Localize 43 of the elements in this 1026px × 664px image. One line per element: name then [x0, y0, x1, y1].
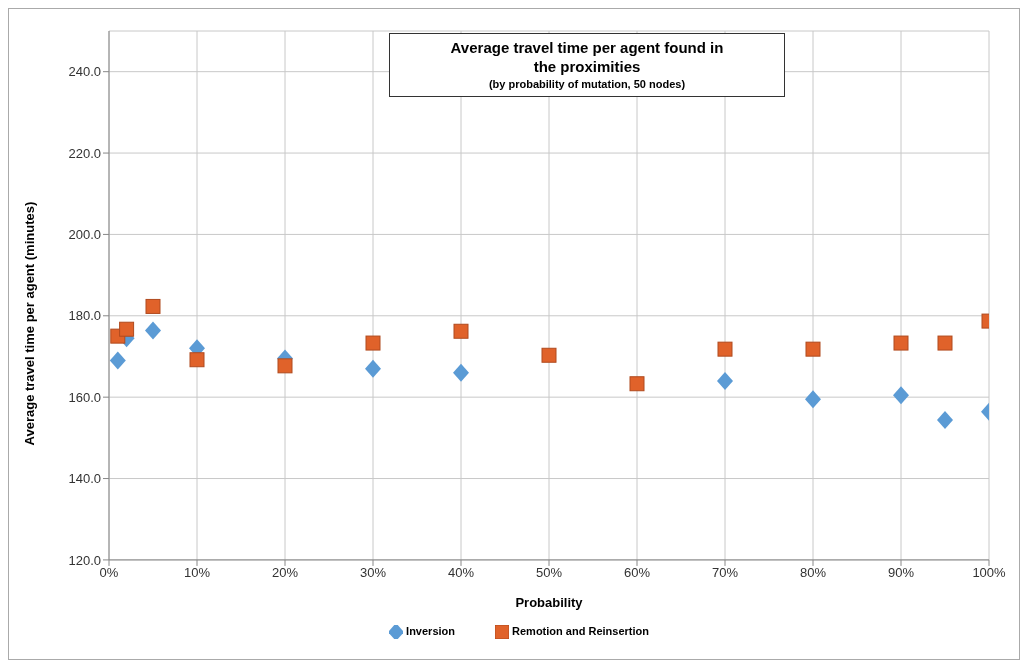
title-box: Average travel time per agent found in the proximities (by probability of mutation, 50 nodes)	[389, 33, 785, 97]
point	[717, 341, 733, 357]
x-tick-label: 40%	[447, 565, 475, 581]
point	[717, 371, 733, 390]
x-tick-label: 80%	[799, 565, 827, 581]
point	[541, 347, 557, 363]
point	[937, 335, 953, 351]
point	[893, 386, 909, 405]
point	[453, 363, 469, 382]
x-tick-label: 50%	[535, 565, 563, 581]
y-tick-label: 140.0	[68, 471, 101, 487]
x-tick-label: 20%	[271, 565, 299, 581]
point	[109, 351, 126, 370]
x-tick-label: 100%	[972, 565, 1007, 581]
point	[893, 335, 909, 351]
point	[805, 341, 821, 357]
x-tick-label: 0%	[99, 565, 119, 581]
x-axis-title: Probability	[515, 594, 584, 610]
point	[145, 321, 161, 340]
y-tick-label: 240.0	[68, 64, 101, 80]
x-tick-label: 30%	[359, 565, 387, 581]
point	[365, 335, 381, 351]
point	[365, 359, 381, 378]
y-tick-label: 220.0	[68, 145, 101, 161]
y-tick-label: 120.0	[68, 552, 101, 568]
point	[189, 352, 205, 368]
legend-label: Remotion and Reinsertion	[512, 624, 649, 637]
y-tick-label: 200.0	[68, 227, 101, 243]
x-tick-label: 70%	[711, 565, 739, 581]
point	[145, 298, 161, 314]
point	[453, 323, 469, 339]
point	[277, 358, 293, 374]
y-axis-title: Average travel time per agent (minutes)	[21, 201, 37, 446]
point	[629, 376, 645, 392]
legend-label: Inversion	[406, 624, 455, 637]
point	[119, 321, 135, 337]
y-tick-label: 160.0	[68, 389, 101, 405]
x-tick-label: 10%	[183, 565, 211, 581]
point	[937, 410, 953, 429]
point	[805, 390, 821, 409]
x-tick-label: 60%	[623, 565, 651, 581]
x-tick-label: 90%	[887, 565, 915, 581]
y-tick-label: 180.0	[68, 308, 101, 324]
